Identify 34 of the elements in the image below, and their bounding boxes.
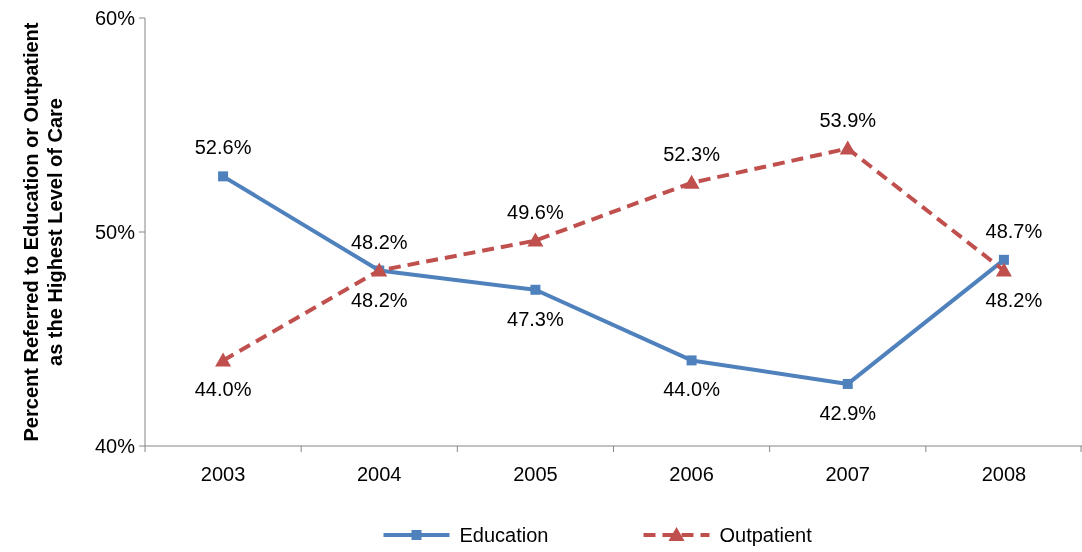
data-label: 48.2% [350, 230, 408, 253]
data-label: 44.0% [194, 378, 252, 401]
point [686, 355, 697, 366]
x-tick-label: 2005 [513, 463, 558, 485]
y-tick-label: 60% [94, 7, 136, 29]
point [995, 262, 1012, 277]
data-label: 53.9% [819, 108, 877, 131]
data-label: 48.2% [985, 288, 1043, 311]
point [218, 171, 229, 182]
data-label: 52.6% [194, 136, 252, 159]
point [530, 284, 541, 295]
data-label: 42.9% [819, 401, 877, 424]
data-label: 48.7% [985, 219, 1043, 242]
data-label: 52.3% [663, 142, 721, 165]
data-label: 48.2% [350, 288, 408, 311]
legend-label: Outpatient [719, 524, 813, 546]
legend-label: Education [459, 524, 549, 546]
x-tick-label: 2008 [981, 463, 1027, 485]
point [215, 352, 232, 367]
x-tick-label: 2003 [200, 463, 246, 485]
data-label: 47.3% [507, 307, 564, 330]
y-axis-title: Percent Referred to Education or Outpatient as the Highest Level of Care [20, 22, 66, 442]
x-tick-label: 2007 [825, 463, 870, 485]
y-tick-label: 50% [94, 221, 136, 243]
point [998, 254, 1009, 265]
data-label: 49.6% [507, 200, 564, 223]
data-label: 44.0% [663, 378, 721, 401]
x-tick-label: 2004 [357, 463, 402, 485]
point [683, 174, 700, 189]
point [842, 378, 853, 389]
point [839, 140, 856, 155]
point [527, 232, 544, 247]
y-tick-label: 40% [94, 435, 136, 457]
x-tick-label: 2006 [669, 463, 714, 485]
